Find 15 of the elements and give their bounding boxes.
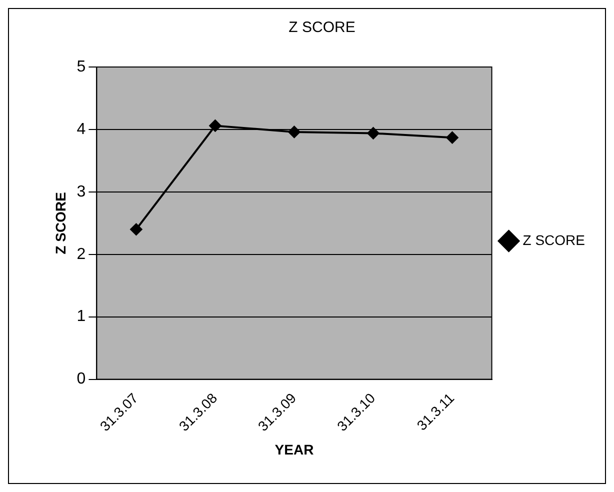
y-tick-label: 0 [76, 370, 86, 388]
y-tick-label: 3 [76, 183, 86, 200]
point [367, 127, 380, 140]
y-tick-label: 4 [76, 120, 86, 138]
point [288, 126, 300, 138]
y-tick-label: 1 [76, 308, 86, 326]
legend-label: Z SCORE [522, 232, 586, 248]
x-axis-title: YEAR [274, 441, 314, 458]
y-tick-label: 2 [76, 246, 86, 263]
y-tick-label: 5 [76, 58, 86, 76]
point [209, 120, 222, 132]
point [130, 223, 142, 236]
chart-title: Z SCORE [288, 19, 356, 36]
y-axis-title: Z SCORE [52, 192, 68, 254]
point [446, 132, 458, 144]
